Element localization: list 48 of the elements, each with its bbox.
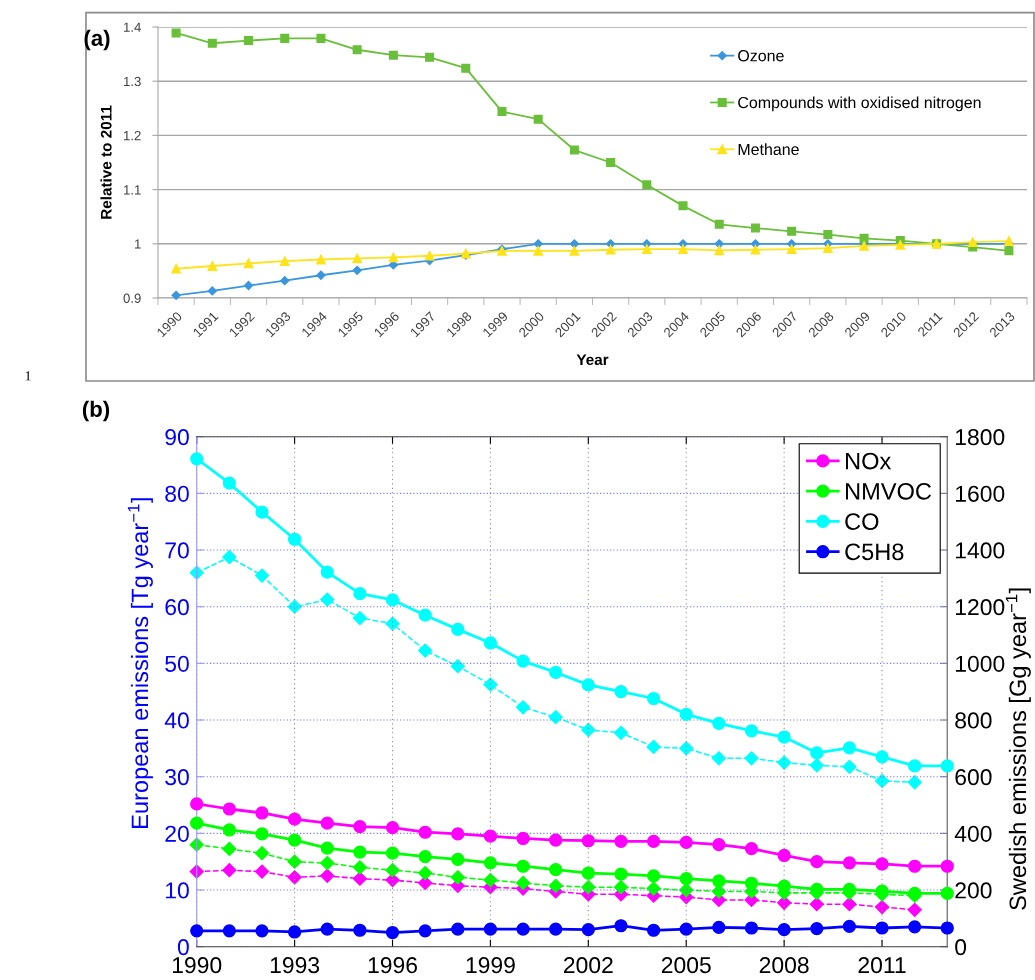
y2-tick-label: 200 [955,882,992,899]
legend-label: CO [845,513,879,530]
y2-tick-label: 1800 [955,429,1005,446]
y-tick-label: 20 [165,825,189,842]
legend-label: NOx [846,452,892,470]
y2-tick-label: 1400 [955,542,1005,559]
x-tick-label: 2002 [563,957,613,974]
y-tick-label: 1.3 [124,76,141,87]
y-tick-label: 30 [165,769,189,786]
y-tick-label: 60 [165,599,189,616]
y-axis-title: Relative to 2011 [100,105,112,219]
legend-label: NMVOC [846,482,932,500]
y2-tick-label: 600 [955,769,992,786]
y-tick-label: 50 [165,655,189,672]
y2-tick-label: 400 [954,825,992,842]
y-tick-label: 1.2 [124,130,141,141]
y-tick-label: 80 [165,485,189,502]
y-tick-label: 40 [164,712,189,729]
x-tick-label: 2005 [661,957,711,974]
y2-tick-label: 1600 [955,485,1005,502]
x-tick-label: 2011 [858,957,906,974]
legend-label: Methane [738,143,799,156]
y-tick-label: 0 [177,939,189,956]
y-tick-label: 90 [165,429,189,446]
x-tick-label: 1996 [368,957,417,974]
y2-tick-label: 0 [955,939,967,956]
y2-tick-label: 800 [955,712,992,729]
y-tick-label: 1 [135,239,141,249]
x-tick-label: 1990 [172,957,222,974]
y2-tick-label: 1000 [955,655,1005,672]
y-axis-title: European emissions [Tg year$^{−1}$] [127,498,153,828]
y2-tick-label: 1200 [955,599,1005,616]
text: 1 [25,371,31,381]
y-tick-label: 0.9 [123,293,141,303]
chart-title: (b) [82,400,110,422]
x-axis-title: Year [576,354,609,366]
x-tick-label: 1999 [466,957,515,974]
y2-axis-title: Swedish emissions [Gg year$^{−1}$] [1005,588,1031,910]
legend-label: Compounds with oxidised nitrogen [738,96,981,112]
y-tick-label: 10 [166,882,189,899]
x-tick-label: 1993 [270,957,320,974]
legend-label: Ozone [738,50,784,62]
chart-title: (a) [84,29,110,51]
legend-label: C5H8 [845,543,904,561]
x-tick-label: 2008 [759,957,809,974]
y-tick-label: 70 [165,542,189,559]
y-tick-label: 1.4 [124,22,141,32]
y-tick-label: 1.1 [124,185,141,195]
